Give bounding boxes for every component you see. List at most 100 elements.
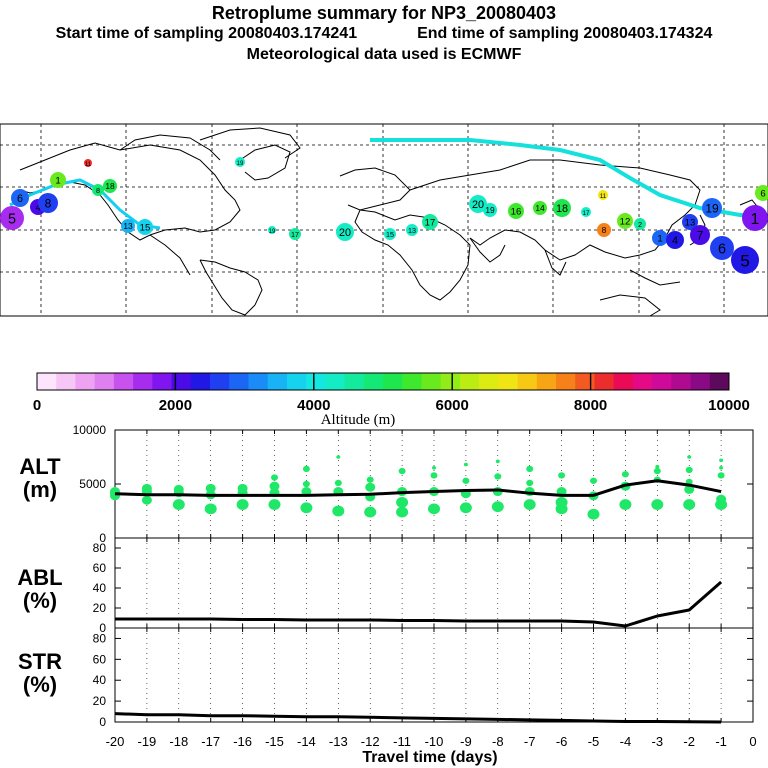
colorbar-swatch xyxy=(632,373,653,390)
x-tick-label: -3 xyxy=(652,734,664,749)
alt-scatter-point xyxy=(719,466,724,470)
panel-ytick-label: 80 xyxy=(93,631,107,645)
alt-label: ALT (m) xyxy=(19,454,61,502)
alt-scatter-point xyxy=(558,472,566,479)
colorbar-swatch xyxy=(190,373,211,390)
alt-scatter-point xyxy=(302,480,310,488)
plume-marker xyxy=(634,218,646,230)
plume-marker xyxy=(422,214,438,230)
alt-scatter-point xyxy=(396,496,409,508)
plume-marker xyxy=(11,189,29,207)
str-label: STR (%) xyxy=(18,649,62,697)
colorbar-title: Altitude (m) xyxy=(321,412,396,428)
plume-marker-label: 1 xyxy=(751,211,760,228)
plume-marker-label: 18 xyxy=(105,181,115,191)
colorbar-swatch xyxy=(306,373,326,390)
plume-marker-label: 16 xyxy=(511,207,522,218)
colorbar-swatch xyxy=(556,373,576,390)
alt-scatter-point xyxy=(432,466,436,470)
plume-marker-label: 11 xyxy=(85,162,92,168)
x-tick-label: -16 xyxy=(233,734,252,749)
alt-scatter-point xyxy=(332,505,345,517)
plume-marker xyxy=(92,184,104,196)
plume-marker xyxy=(137,219,153,235)
plume-marker xyxy=(289,228,301,240)
colorbar-swatch xyxy=(363,373,384,390)
plume-marker-label: 18 xyxy=(556,203,568,215)
colorbar-swatch xyxy=(498,373,518,390)
plume-marker xyxy=(121,219,135,233)
alt-scatter-point xyxy=(462,477,470,484)
alt-scatter-point xyxy=(684,484,695,494)
alt-scatter-point xyxy=(619,499,632,510)
x-axis-label: Travel time (days) xyxy=(362,749,498,766)
colorbar-swatch xyxy=(479,373,499,390)
alt-scatter-point xyxy=(651,499,664,510)
plume-marker xyxy=(666,231,684,249)
x-tick-label: -15 xyxy=(265,734,284,749)
plume-marker-label: 6 xyxy=(760,189,765,200)
colorbar-swatch xyxy=(671,373,691,390)
alt-scatter-point xyxy=(336,455,341,459)
panel-ytick-label: 40 xyxy=(93,581,107,595)
alt-scatter-point xyxy=(236,499,249,510)
colorbar-swatch xyxy=(421,373,442,390)
plume-marker xyxy=(581,207,591,217)
plume-marker xyxy=(384,228,396,240)
plume-marker-label: 5 xyxy=(740,251,749,270)
plume-marker xyxy=(652,230,668,246)
alt-scatter-point xyxy=(717,472,725,479)
x-tick-label: -11 xyxy=(393,734,411,749)
colorbar-swatch xyxy=(594,373,615,390)
alt-scatter-point xyxy=(621,471,629,478)
x-tick-label: -6 xyxy=(556,734,568,749)
alt-scatter-point xyxy=(173,484,184,494)
plume-marker-label: 19 xyxy=(269,229,276,235)
plume-marker-label: 17 xyxy=(583,211,590,217)
plume-marker-label: 13 xyxy=(123,221,133,231)
plume-marker xyxy=(103,179,117,193)
plume-marker xyxy=(483,203,497,217)
alt-scatter-point xyxy=(334,479,342,487)
colorbar-tick-label: 0 xyxy=(33,397,41,414)
colorbar-tick-label: 10000 xyxy=(708,397,750,414)
colorbar-swatch xyxy=(37,373,57,390)
plume-path xyxy=(9,178,161,230)
alt-scatter-point xyxy=(141,483,152,493)
panel-ytick-label: 60 xyxy=(93,652,107,666)
x-tick-label: -4 xyxy=(620,734,632,749)
plume-marker xyxy=(617,213,633,229)
series-line xyxy=(115,580,723,628)
alt-scatter-point xyxy=(719,458,724,463)
alt-scatter-point xyxy=(685,466,693,474)
plume-marker xyxy=(50,172,66,188)
colorbar-swatch xyxy=(248,373,269,390)
end-time: End time of sampling 20080403.174324 xyxy=(417,25,713,42)
plume-marker-label: 5 xyxy=(8,211,16,227)
x-tick-label: -5 xyxy=(588,734,600,749)
colorbar: 0 2000 4000 6000 8000 10000 Altitude (m) xyxy=(33,372,750,428)
colorbar-swatch xyxy=(152,373,172,390)
plume-marker xyxy=(268,226,276,234)
alt-scatter-point xyxy=(459,502,472,514)
colorbar-swatch xyxy=(709,373,730,390)
alt-scatter-point xyxy=(555,496,568,508)
colorbar-swatch xyxy=(517,373,538,390)
plume-marker xyxy=(406,224,418,236)
start-time: Start time of sampling 20080403.174241 xyxy=(55,25,358,42)
panel-ytick-label: 0 xyxy=(99,621,106,635)
x-tick-label: -8 xyxy=(492,734,504,749)
alt-scatter-point xyxy=(271,474,278,481)
x-tick-label: -9 xyxy=(460,734,472,749)
alt-scatter-point xyxy=(430,472,438,479)
colorbar-swatch xyxy=(459,373,480,390)
plume-marker-label: 13 xyxy=(685,218,696,229)
colorbar-swatch xyxy=(690,373,711,390)
alt-scatter-point xyxy=(364,506,377,518)
alt-scatter-point xyxy=(268,499,281,510)
alt-scatter-point xyxy=(365,482,376,492)
alt-scatter-point xyxy=(366,476,374,483)
colorbar-swatch xyxy=(536,373,557,390)
